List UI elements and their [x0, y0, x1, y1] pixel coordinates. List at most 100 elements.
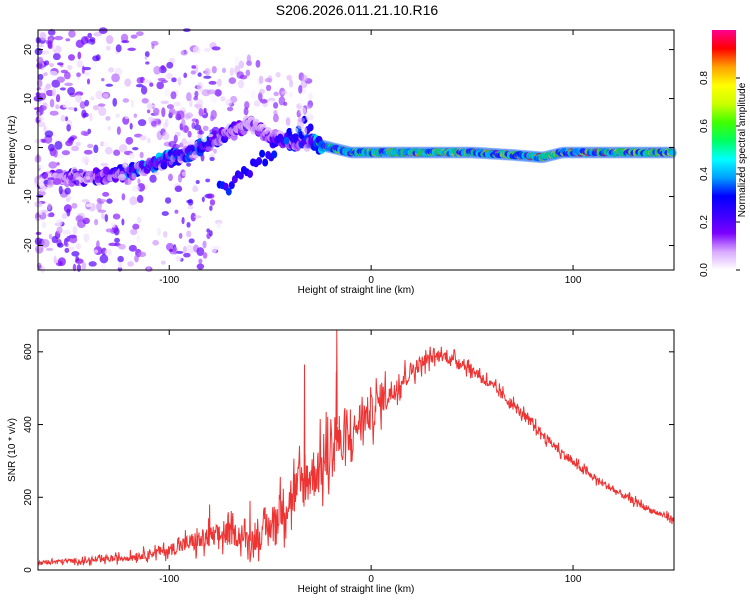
- spectrogram-cell: [267, 97, 276, 102]
- spectrogram-cell: [75, 141, 81, 147]
- spectrogram-cell: [194, 215, 202, 219]
- spectrogram-cell: [75, 39, 84, 49]
- spectrogram-cell: [303, 143, 311, 152]
- spectrogram-cell: [202, 125, 209, 132]
- spectrogram-cell: [211, 46, 221, 51]
- spectrogram-y-tick-label: -20: [23, 238, 34, 253]
- spectrogram-cell: [216, 78, 222, 87]
- spectrogram-cell: [176, 250, 184, 254]
- spectrogram-cell: [305, 104, 312, 110]
- spectrogram-cell: [67, 65, 73, 70]
- spectrogram-cell: [57, 62, 64, 66]
- spectrogram-cell: [269, 99, 274, 106]
- spectrogram-cell: [110, 221, 116, 228]
- colorbar: 0.0 0.2 0.4 0.6 0.8 Normalized spectral ampl…: [699, 30, 748, 277]
- spectrogram-cell: [72, 263, 77, 272]
- spectrogram-cell: [291, 127, 299, 134]
- spectrogram-y-tick-label: 20: [23, 44, 34, 56]
- spectrogram-cell: [208, 80, 217, 85]
- spectrogram-cell: [108, 67, 115, 73]
- spectrogram-cell: [79, 101, 86, 109]
- snr-x-tick-label: -100: [159, 574, 179, 585]
- spectrogram-cell: [47, 203, 52, 211]
- spectrogram-cell: [175, 255, 182, 262]
- spectrogram-cell: [262, 158, 269, 167]
- spectrogram-cell: [203, 75, 212, 79]
- spectrogram-cell: [225, 99, 232, 107]
- spectrogram-cell: [168, 160, 174, 166]
- snr-y-tick-label: 200: [23, 488, 34, 505]
- spectrogram-cell: [164, 88, 171, 97]
- spectrogram-cell: [44, 60, 50, 66]
- spectrogram-cell: [102, 191, 110, 197]
- spectrogram-cell: [156, 81, 164, 90]
- spectrogram-cell: [230, 95, 238, 104]
- spectrogram-cell: [131, 172, 137, 180]
- spectrogram-cell: [98, 27, 108, 34]
- spectrogram-cell: [244, 101, 250, 110]
- spectrogram-cell: [102, 92, 109, 99]
- spectrogram-cell: [106, 198, 113, 204]
- spectrogram-cell: [271, 150, 278, 159]
- spectrogram-cell: [292, 133, 299, 142]
- spectrogram-cell: [174, 209, 179, 214]
- spectrogram-cell: [91, 47, 95, 52]
- snr-y-ticks: 0 200 400 600: [23, 343, 674, 573]
- spectrogram-cell: [36, 44, 45, 48]
- spectrogram-cell: [132, 146, 139, 151]
- spectrogram-cell: [48, 233, 53, 240]
- spectrogram-cell: [187, 198, 194, 206]
- colorbar-ticks: 0.0 0.2 0.4 0.6 0.8: [699, 71, 740, 277]
- spectrogram-cell: [121, 193, 126, 201]
- spectrogram-cell: [121, 40, 130, 44]
- spectrogram-cell: [118, 173, 126, 181]
- spectrogram-cell: [161, 211, 169, 217]
- spectrogram-cell: [74, 258, 84, 264]
- spectrogram-cell: [58, 185, 63, 195]
- spectrogram-cell: [280, 90, 288, 95]
- spectrogram-cell: [68, 246, 75, 251]
- spectrogram-cell: [114, 213, 120, 220]
- spectrogram-cell: [137, 119, 147, 127]
- spectrogram-cell: [190, 70, 196, 75]
- spectrogram-cell: [209, 115, 215, 122]
- spectrogram-cell: [183, 245, 187, 254]
- spectrogram-cell: [172, 246, 178, 255]
- spectrogram-cell: [49, 110, 59, 116]
- spectrogram-cell: [86, 78, 91, 85]
- spectrogram-cell: [76, 60, 83, 68]
- snr-y-label: SNR (10 * v/v): [7, 418, 18, 482]
- spectrogram-cell: [94, 176, 103, 184]
- spectrogram-cell: [160, 260, 166, 265]
- spectrogram-cell: [198, 108, 203, 117]
- spectrogram-cell: [73, 107, 78, 112]
- spectrogram-cell: [305, 112, 310, 121]
- spectrogram-cell: [45, 247, 54, 252]
- spectrogram-cell: [185, 245, 195, 254]
- spectrogram-cell: [63, 204, 72, 213]
- spectrogram-cell: [116, 126, 121, 135]
- spectrogram-cell: [169, 248, 174, 253]
- spectrogram-cell: [168, 108, 176, 116]
- spectrogram-cell: [81, 261, 87, 270]
- spectrogram-cell: [195, 119, 199, 126]
- spectrogram-cell: [65, 38, 71, 42]
- colorbar-tick-label: 0.6: [699, 119, 710, 133]
- spectrogram-cell: [128, 244, 137, 252]
- spectrogram-cell: [186, 92, 192, 102]
- spectrogram-cell: [301, 126, 308, 136]
- spectrogram-y-tick-label: -10: [23, 189, 34, 204]
- spectrogram-cell: [237, 171, 244, 180]
- spectrogram-cell: [298, 96, 304, 107]
- spectrogram-cell: [228, 181, 235, 190]
- spectrogram-cell: [196, 99, 204, 106]
- spectrogram-cell: [51, 87, 57, 97]
- spectrogram-cell: [105, 116, 111, 121]
- spectrogram-cell: [136, 77, 144, 84]
- spectrogram-cell: [228, 77, 237, 84]
- spectrogram-cell: [105, 45, 111, 51]
- snr-panel: -100 0 100 0 200 400 600 Height of straight l…: [7, 329, 675, 595]
- spectrogram-cell: [183, 252, 191, 258]
- spectrogram-cell: [67, 86, 76, 96]
- spectrogram-cell: [55, 94, 61, 103]
